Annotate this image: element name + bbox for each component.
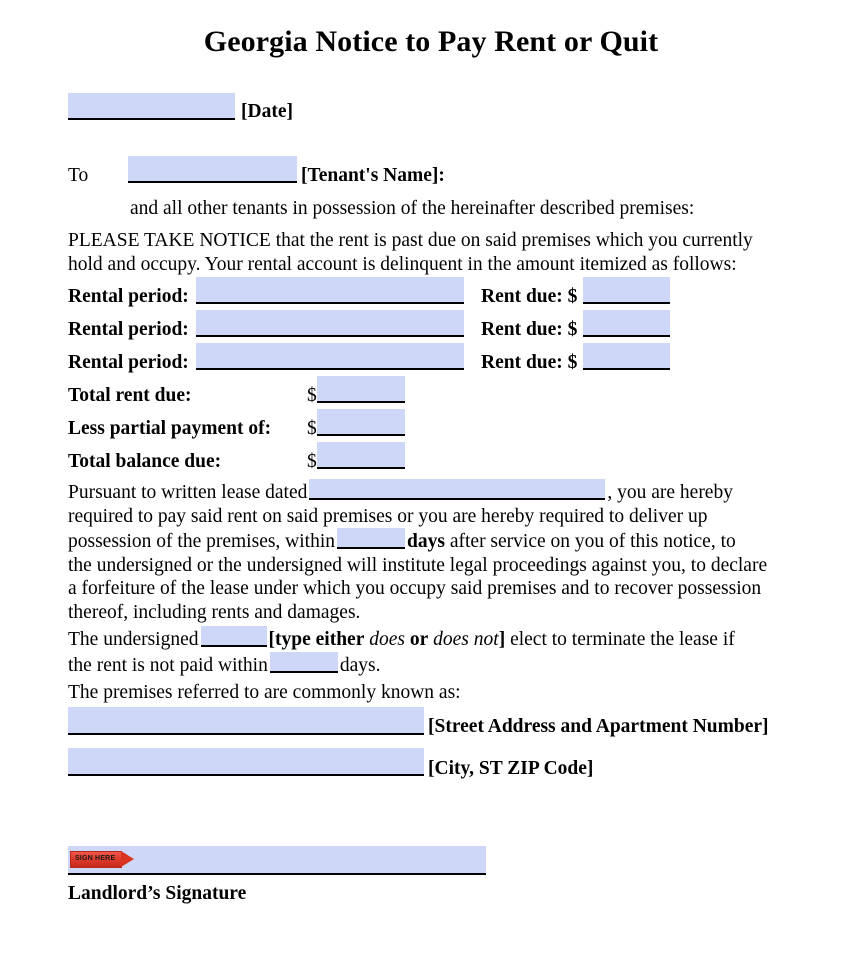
sign-here-tag-body <box>70 851 122 868</box>
street-address-label: [Street Address and Apartment Number] <box>428 716 769 737</box>
total-rent-due-label: Total rent due: <box>68 385 192 406</box>
days-bold-label: days <box>407 531 445 552</box>
terminate-days-field[interactable] <box>269 651 338 673</box>
page-title: Georgia Notice to Pay Rent or Quit <box>203 25 659 58</box>
total-balance-due-label: Total balance due: <box>68 451 222 472</box>
less-partial-payment-currency: $ <box>307 418 317 439</box>
lease-paragraph-segment-4: after service on you of this notice, to <box>449 531 736 552</box>
does-italic-label: does <box>369 629 405 650</box>
terminate-segment-2: elect to terminate the lease if <box>510 629 735 650</box>
terminate-line2-pre: the rent is not paid within <box>68 654 268 676</box>
rental-period-label-2: Rental period: <box>68 319 189 340</box>
total-rent-due-currency: $ <box>307 385 317 406</box>
to-prefix-label: To <box>68 165 89 186</box>
rental-period-field-1[interactable] <box>196 277 464 304</box>
or-bold-label: or <box>409 629 429 650</box>
less-partial-payment-label: Less partial payment of: <box>68 418 272 439</box>
lease-paragraph-line-1: Pursuant to written lease dated , you are… <box>68 479 832 505</box>
lease-paragraph-line-3: possession of the premises, within days a… <box>68 528 832 554</box>
rent-due-label-2: Rent due: $ <box>481 319 578 340</box>
tenant-name-bracket-label: [Tenant's Name]: <box>301 165 445 186</box>
city-state-zip-label: [City, ST ZIP Code] <box>428 758 594 779</box>
rent-due-field-2[interactable] <box>583 310 670 337</box>
lease-paragraph-segment-1: Pursuant to written lease dated <box>68 482 308 503</box>
other-tenants-line: and all other tenants in possession of t… <box>130 198 695 219</box>
rent-due-label-1: Rent due: $ <box>481 286 578 307</box>
rental-period-field-3[interactable] <box>196 343 464 370</box>
date-bracket-label: [Date] <box>241 101 293 122</box>
rent-due-field-3[interactable] <box>583 343 670 370</box>
sign-here-tag-arrow-point <box>121 851 134 867</box>
lease-paragraph-segment-3: possession of the premises, within <box>68 531 336 552</box>
notice-paragraph: PLEASE TAKE NOTICE that the rent is past… <box>68 229 832 276</box>
terminate-segment-1: The undersigned <box>68 629 199 650</box>
premises-intro: The premises referred to are commonly kn… <box>68 682 461 703</box>
type-either-bracket-open: [type either <box>268 629 365 650</box>
rental-period-field-2[interactable] <box>196 310 464 337</box>
terminate-line2-post: days. <box>339 654 381 676</box>
rental-period-label-3: Rental period: <box>68 352 189 373</box>
sign-here-arrow-icon[interactable]: SIGN HERE <box>70 851 134 868</box>
lease-paragraph-line-4: the undersigned or the undersigned will … <box>68 554 768 576</box>
total-balance-due-field[interactable] <box>317 442 405 469</box>
street-address-field[interactable] <box>68 707 424 735</box>
terminate-paragraph-line-1: The undersigned [type either does or does… <box>68 626 832 652</box>
landlord-signature-caption: Landlord’s Signature <box>68 883 247 904</box>
tenant-name-field[interactable] <box>128 156 297 183</box>
notice-paragraph-line-2: hold and occupy. Your rental account is … <box>68 253 737 275</box>
lease-paragraph: Pursuant to written lease dated , you are… <box>68 479 832 624</box>
terminate-paragraph-line-2: the rent is not paid within days. <box>68 651 832 678</box>
does-not-italic-label: does not <box>433 629 499 650</box>
sign-here-tag-label: SIGN HERE <box>75 855 116 862</box>
lease-paragraph-line-5: a forfeiture of the lease under which yo… <box>68 578 762 599</box>
lease-paragraph-segment-2: , you are hereby <box>607 482 733 503</box>
lease-paragraph-line-6: thereof, including rents and damages. <box>68 601 361 623</box>
less-partial-payment-field[interactable] <box>317 409 405 436</box>
notice-paragraph-line-1: PLEASE TAKE NOTICE that the rent is past… <box>68 230 753 251</box>
elect-type-field[interactable] <box>200 626 267 647</box>
terminate-paragraph: The undersigned [type either does or does… <box>68 626 832 677</box>
lease-paragraph-line-2: required to pay said rent on said premis… <box>68 505 708 527</box>
lease-date-field[interactable] <box>309 479 606 500</box>
total-rent-due-field[interactable] <box>317 376 405 403</box>
rent-due-label-3: Rent due: $ <box>481 352 578 373</box>
city-state-zip-field[interactable] <box>68 748 424 776</box>
total-balance-due-currency: $ <box>307 451 317 472</box>
rent-due-field-1[interactable] <box>583 277 670 304</box>
landlord-signature-field[interactable] <box>68 846 486 875</box>
type-either-bracket-close: ] <box>498 629 506 650</box>
rental-period-label-1: Rental period: <box>68 286 189 307</box>
notice-days-field[interactable] <box>337 528 406 549</box>
date-field[interactable] <box>68 93 235 120</box>
